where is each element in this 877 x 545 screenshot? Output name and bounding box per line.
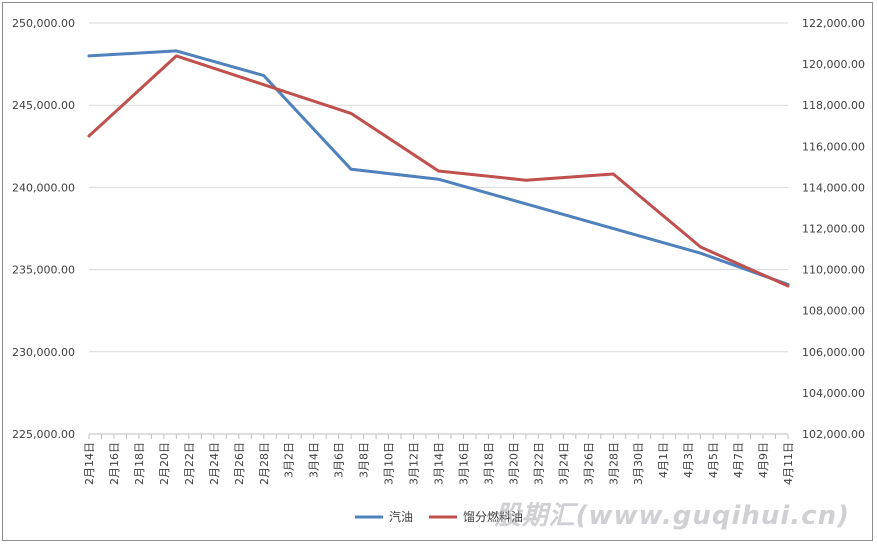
series-line-1 bbox=[87, 49, 790, 286]
left-tick-label: 245,000.00 bbox=[12, 99, 75, 112]
left-tick-label: 250,000.00 bbox=[12, 17, 75, 30]
line-chart: 225,000.00 230,000.00 235,000.00 240,000.00… bbox=[12, 17, 865, 524]
right-tick-label: 108,000.00 bbox=[802, 305, 865, 318]
right-tick-label: 110,000.00 bbox=[802, 264, 865, 277]
x-tick-label: 2月16日 bbox=[108, 442, 121, 485]
gridlines bbox=[89, 22, 788, 435]
x-tick-label: 3月6日 bbox=[333, 442, 346, 478]
x-tick-label: 2月14日 bbox=[83, 442, 96, 485]
x-tick-label: 3月30日 bbox=[632, 442, 645, 485]
legend-label-1: 汽油 bbox=[389, 509, 413, 524]
right-tick-label: 116,000.00 bbox=[802, 140, 865, 153]
x-tick-label: 3月24日 bbox=[557, 442, 570, 485]
x-tick-label: 4月1日 bbox=[657, 442, 670, 478]
right-tick-label: 114,000.00 bbox=[802, 181, 865, 194]
right-tick-label: 102,000.00 bbox=[802, 428, 865, 441]
x-tick-label: 2月26日 bbox=[233, 442, 246, 485]
x-tick-label: 4月7日 bbox=[732, 442, 745, 478]
x-axis-ticks: 2月14日 2月16日 2月18日 2月20日 2月22日 2月24日 2月26日 2月28日… bbox=[83, 442, 795, 485]
right-tick-label: 118,000.00 bbox=[802, 99, 865, 112]
axes bbox=[88, 433, 789, 439]
right-tick-label: 104,000.00 bbox=[802, 387, 865, 400]
left-tick-label: 225,000.00 bbox=[12, 428, 75, 441]
x-tick-label: 4月9日 bbox=[757, 442, 770, 478]
right-tick-label: 122,000.00 bbox=[802, 17, 865, 30]
x-tick-label: 2月22日 bbox=[183, 442, 196, 485]
x-tick-label: 3月26日 bbox=[582, 442, 595, 485]
x-tick-label: 3月16日 bbox=[457, 442, 470, 485]
x-tick-label: 3月10日 bbox=[383, 442, 396, 485]
x-tick-label: 3月4日 bbox=[308, 442, 321, 478]
right-tick-label: 112,000.00 bbox=[802, 223, 865, 236]
x-tick-label: 4月11日 bbox=[782, 442, 795, 485]
left-tick-label: 235,000.00 bbox=[12, 264, 75, 277]
legend: 汽油 馏分燃料油 bbox=[355, 509, 523, 524]
x-tick-label: 3月18日 bbox=[482, 442, 495, 485]
x-tick-label: 3月8日 bbox=[358, 442, 371, 478]
x-tick-label: 4月5日 bbox=[707, 442, 720, 478]
x-tick-label: 3月20日 bbox=[507, 442, 520, 485]
series-line-2 bbox=[87, 54, 790, 288]
left-tick-label: 240,000.00 bbox=[12, 181, 75, 194]
x-tick-label: 3月22日 bbox=[532, 442, 545, 485]
x-tick-label: 3月12日 bbox=[408, 442, 421, 485]
left-axis-ticks: 225,000.00 230,000.00 235,000.00 240,000.00… bbox=[12, 17, 75, 441]
right-axis-ticks: 102,000.00 104,000.00 106,000.00 108,000.00… bbox=[802, 17, 865, 441]
x-tick-label: 2月20日 bbox=[158, 442, 171, 485]
x-tick-label: 2月18日 bbox=[133, 442, 146, 485]
x-tick-label: 2月28日 bbox=[258, 442, 271, 485]
x-tick-label: 3月14日 bbox=[433, 442, 446, 485]
right-tick-label: 106,000.00 bbox=[802, 346, 865, 359]
right-tick-label: 120,000.00 bbox=[802, 58, 865, 71]
x-tick-label: 2月24日 bbox=[208, 442, 221, 485]
legend-label-2: 馏分燃料油 bbox=[463, 509, 523, 524]
series-lines bbox=[87, 49, 790, 288]
x-tick-label: 3月28日 bbox=[607, 442, 620, 485]
left-tick-label: 230,000.00 bbox=[12, 346, 75, 359]
x-tick-label: 3月2日 bbox=[283, 442, 296, 478]
x-tick-label: 4月3日 bbox=[682, 442, 695, 478]
watermark: 股期汇(www.guqihui.cn) bbox=[494, 501, 850, 531]
